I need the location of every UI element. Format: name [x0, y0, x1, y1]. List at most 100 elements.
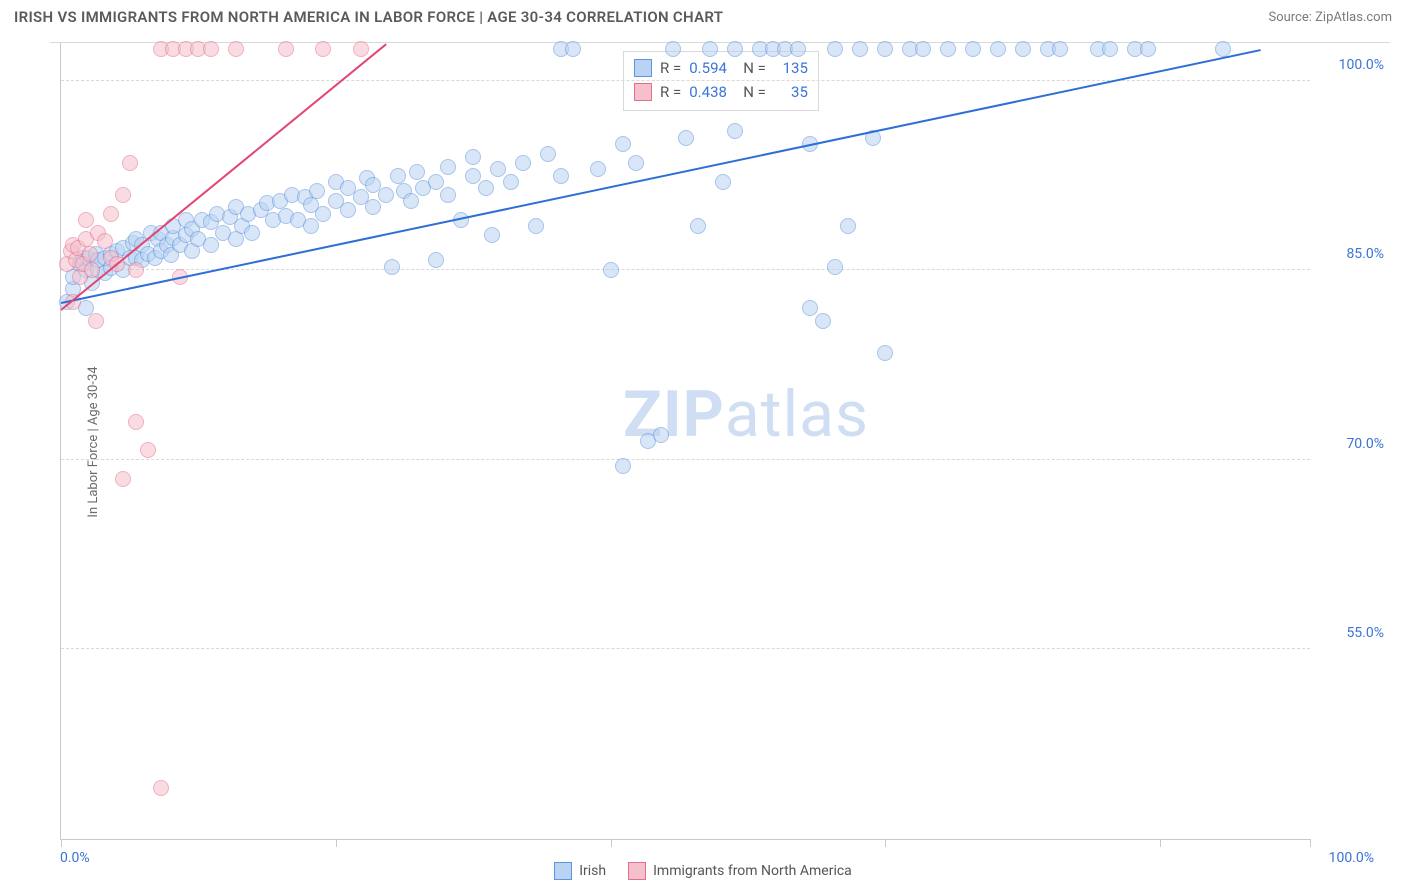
stats-n-value: 135 — [774, 56, 808, 80]
x-tick-mark — [611, 839, 612, 847]
data-point — [465, 149, 481, 165]
data-point — [244, 225, 260, 241]
data-point — [384, 259, 400, 275]
data-point — [852, 41, 868, 57]
data-point — [827, 41, 843, 57]
grid-line — [61, 459, 1310, 460]
data-point — [440, 159, 456, 175]
plot-region: ZIPatlas R =0.594N =135R =0.438N =35 55.… — [60, 43, 1310, 840]
data-point — [82, 246, 98, 262]
data-point — [615, 136, 631, 152]
stats-n-key: N = — [743, 80, 766, 104]
data-point — [1140, 41, 1156, 57]
grid-line — [61, 269, 1310, 270]
legend-label: Irish — [579, 863, 606, 879]
data-point — [78, 212, 94, 228]
legend-item: Irish — [554, 862, 606, 880]
data-point — [365, 199, 381, 215]
data-point — [484, 227, 500, 243]
data-point — [122, 155, 138, 171]
grid-line — [61, 648, 1310, 649]
stats-row: R =0.594N =135 — [634, 56, 808, 80]
watermark-prefix: ZIP — [623, 377, 725, 452]
legend-label: Immigrants from North America — [653, 863, 852, 879]
data-point — [515, 155, 531, 171]
data-point — [802, 300, 818, 316]
legend-swatch — [628, 862, 646, 880]
chart-header: IRISH VS IMMIGRANTS FROM NORTH AMERICA I… — [0, 0, 1406, 32]
data-point — [428, 174, 444, 190]
data-point — [565, 41, 581, 57]
data-point — [540, 146, 556, 162]
data-point — [702, 41, 718, 57]
data-point — [315, 41, 331, 57]
stats-swatch — [634, 59, 652, 77]
data-point — [1015, 41, 1031, 57]
x-tick-mark — [1310, 839, 1311, 847]
data-point — [103, 206, 119, 222]
data-point — [678, 130, 694, 146]
data-point — [665, 41, 681, 57]
data-point — [203, 237, 219, 253]
data-point — [990, 41, 1006, 57]
data-point — [97, 233, 113, 249]
stats-swatch — [634, 83, 652, 101]
stats-r-value: 0.594 — [689, 56, 735, 80]
data-point — [965, 41, 981, 57]
data-point — [727, 123, 743, 139]
data-point — [128, 414, 144, 430]
data-point — [877, 41, 893, 57]
data-point — [877, 345, 893, 361]
stats-r-value: 0.438 — [689, 80, 735, 104]
data-point — [84, 262, 100, 278]
data-point — [653, 427, 669, 443]
data-point — [1052, 41, 1068, 57]
data-point — [428, 252, 444, 268]
data-point — [88, 313, 104, 329]
data-point — [590, 161, 606, 177]
data-point — [115, 471, 131, 487]
data-point — [128, 262, 144, 278]
y-tick-label: 70.0% — [1318, 436, 1384, 452]
data-point — [940, 41, 956, 57]
x-tick-mark — [1160, 839, 1161, 847]
data-point — [478, 180, 494, 196]
data-point — [915, 41, 931, 57]
data-point — [553, 168, 569, 184]
y-tick-label: 85.0% — [1318, 246, 1384, 262]
data-point — [628, 155, 644, 171]
data-point — [203, 41, 219, 57]
x-tick-mark — [61, 839, 62, 847]
data-point — [353, 41, 369, 57]
data-point — [615, 458, 631, 474]
data-point — [340, 202, 356, 218]
chart-source: Source: ZipAtlas.com — [1268, 10, 1392, 25]
data-point — [815, 313, 831, 329]
chart-area: In Labor Force | Age 30-34 ZIPatlas R =0… — [50, 42, 1390, 840]
y-tick-label: 55.0% — [1318, 625, 1384, 641]
data-point — [690, 218, 706, 234]
data-point — [390, 168, 406, 184]
stats-n-value: 35 — [774, 80, 808, 104]
watermark-suffix: atlas — [725, 377, 869, 452]
data-point — [115, 187, 131, 203]
legend-swatch — [554, 862, 572, 880]
x-tick-mark — [336, 839, 337, 847]
data-point — [827, 259, 843, 275]
data-point — [840, 218, 856, 234]
stats-box: R = 0.594 N = 135R = 0.438 N = 35 — [623, 51, 819, 111]
data-point — [1102, 41, 1118, 57]
stats-r-key: R = — [660, 56, 681, 80]
data-point — [303, 218, 319, 234]
data-point — [790, 41, 806, 57]
stats-row: R = 0.438 N = 35 — [634, 80, 808, 104]
data-point — [727, 41, 743, 57]
legend-item: Immigrants from North America — [628, 862, 852, 880]
data-point — [309, 183, 325, 199]
chart-title: IRISH VS IMMIGRANTS FROM NORTH AMERICA I… — [14, 8, 723, 26]
stats-r-key: R = — [660, 80, 681, 104]
data-point — [403, 193, 419, 209]
data-point — [715, 174, 731, 190]
data-point — [378, 187, 394, 203]
data-point — [153, 780, 169, 796]
